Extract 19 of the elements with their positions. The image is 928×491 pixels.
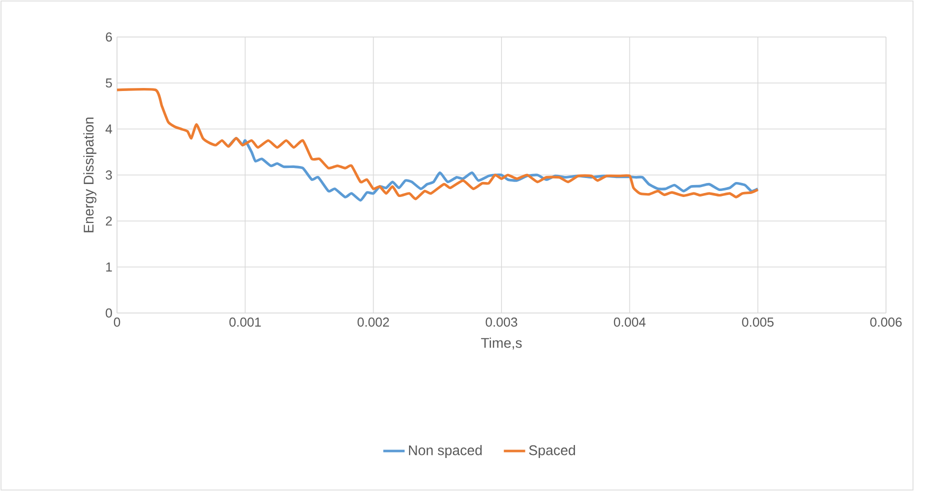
y-tick-label: 5 <box>106 78 112 88</box>
x-tick-label: 0.001 <box>229 318 261 327</box>
x-tick-label: 0.003 <box>486 318 518 327</box>
x-tick-label: 0.006 <box>870 318 902 327</box>
x-tick-label: 0.002 <box>358 318 389 327</box>
x-tick-label: 0.004 <box>614 318 646 327</box>
line-series <box>117 88 760 200</box>
y-tick-label: 6 <box>106 32 112 42</box>
legend-label: Non spaced <box>409 444 482 458</box>
x-tick-label: 0.005 <box>742 318 774 327</box>
y-tick-label: 4 <box>106 124 112 134</box>
y-tick-label: 2 <box>106 216 112 226</box>
x-tick-label: 0 <box>114 318 120 327</box>
y-tick-label: 3 <box>106 170 112 180</box>
y-tick-label: 0 <box>106 308 112 318</box>
y-tick-label: 1 <box>106 262 112 272</box>
y-axis-title: Energy Dissipation <box>83 118 96 232</box>
x-axis-title: Time,s <box>481 338 522 350</box>
legend-label: Spaced <box>529 444 576 458</box>
